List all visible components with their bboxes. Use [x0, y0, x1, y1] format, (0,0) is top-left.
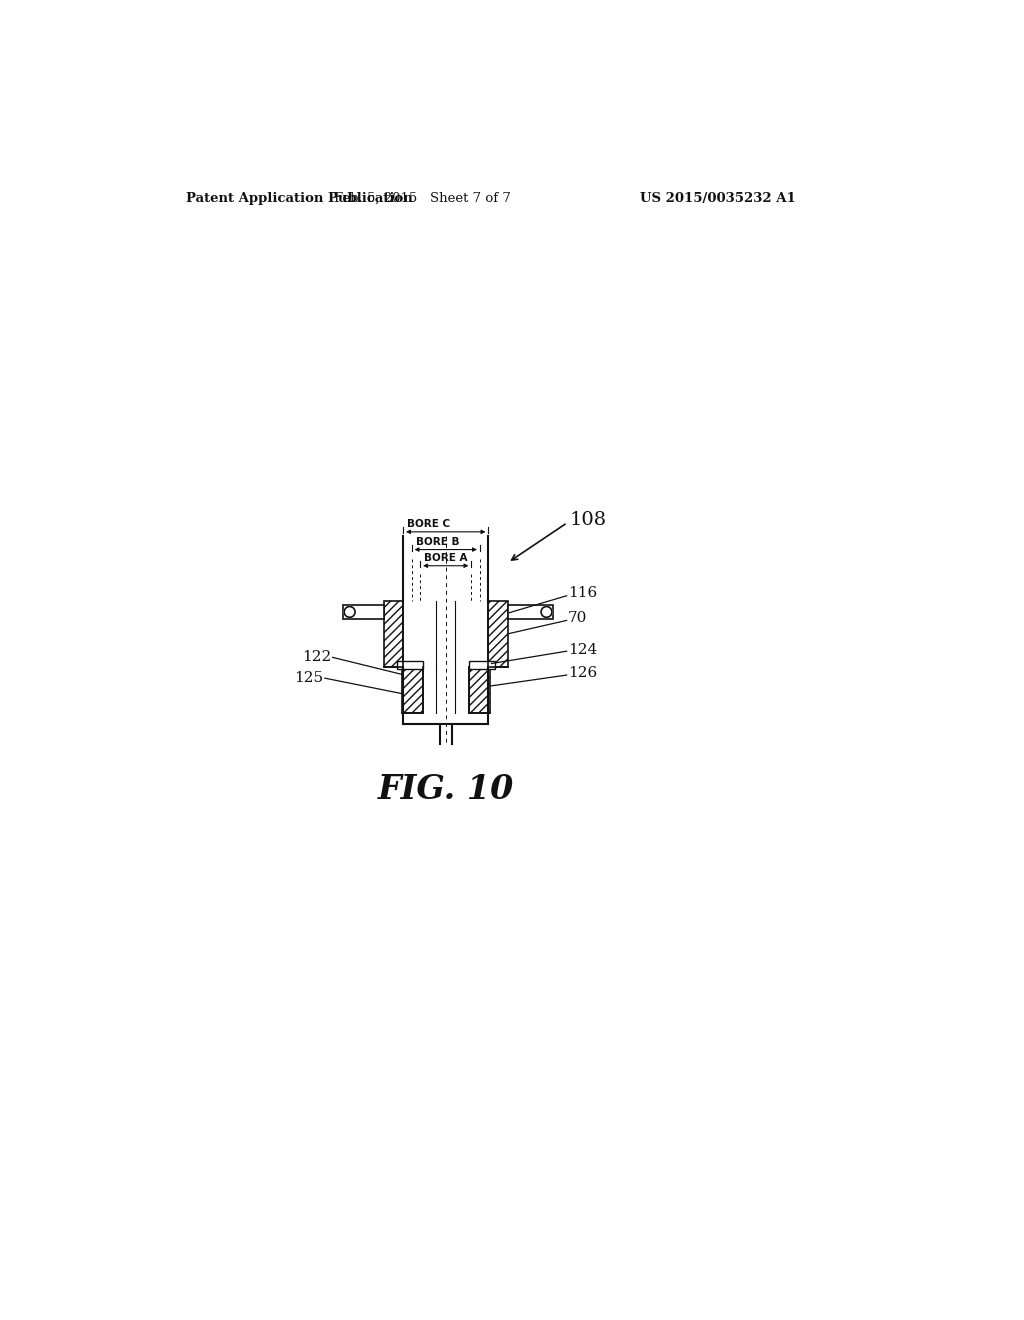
Text: 70: 70 [568, 611, 588, 626]
Bar [343, 605, 384, 619]
Text: BORE A: BORE A [424, 553, 468, 564]
Circle shape [541, 607, 552, 618]
Text: Feb. 5, 2015   Sheet 7 of 7: Feb. 5, 2015 Sheet 7 of 7 [334, 191, 511, 205]
Bar [508, 605, 553, 619]
Text: 126: 126 [568, 665, 597, 680]
Text: BORE C: BORE C [407, 519, 451, 529]
Text: 108: 108 [569, 511, 607, 529]
Text: FIG. 10: FIG. 10 [378, 774, 514, 807]
Text: 124: 124 [568, 643, 597, 656]
Text: BORE B: BORE B [416, 537, 459, 546]
Bar [469, 667, 489, 713]
Bar [401, 667, 423, 713]
Text: 125: 125 [294, 671, 324, 685]
Circle shape [344, 607, 355, 618]
Bar [488, 601, 508, 667]
Text: US 2015/0035232 A1: US 2015/0035232 A1 [640, 191, 796, 205]
Bar [397, 661, 423, 669]
Bar [384, 601, 403, 667]
Text: Patent Application Publication: Patent Application Publication [186, 191, 413, 205]
Text: 122: 122 [302, 651, 331, 664]
Text: 116: 116 [568, 586, 597, 601]
Bar [469, 661, 495, 669]
